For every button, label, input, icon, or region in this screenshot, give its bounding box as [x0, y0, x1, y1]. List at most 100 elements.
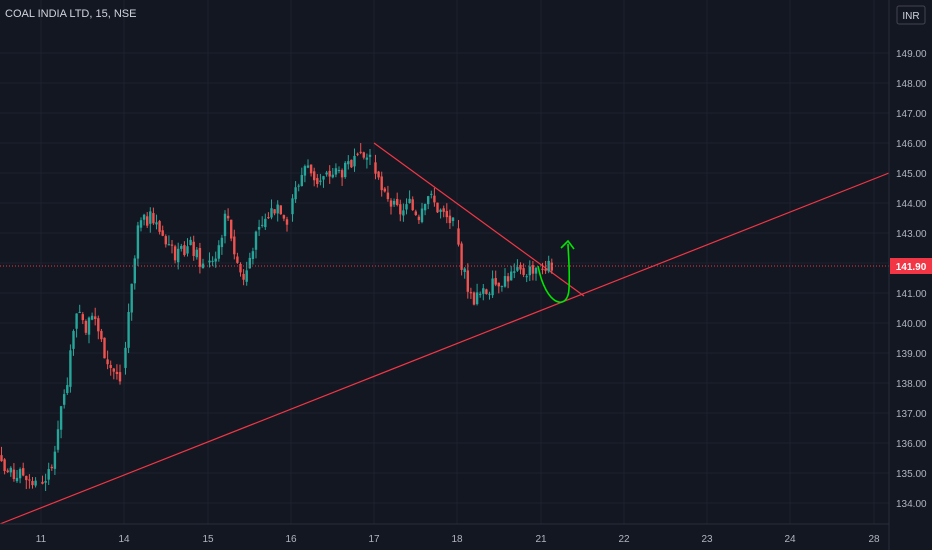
candle-body — [276, 204, 279, 214]
candle-body — [149, 211, 152, 224]
candle-body — [350, 159, 353, 168]
candle-body — [245, 270, 248, 282]
candle-body — [528, 266, 531, 276]
candle-body — [136, 225, 140, 259]
y-tick-label: 138.00 — [896, 379, 927, 390]
x-tick-label: 21 — [535, 534, 547, 545]
candle-body — [306, 165, 310, 168]
candle-body — [257, 226, 261, 230]
candle-body — [161, 230, 164, 236]
candle-body — [503, 276, 507, 287]
candle-body — [198, 248, 202, 267]
candle-body — [50, 466, 53, 469]
last-price-badge — [890, 258, 932, 274]
candle-body — [282, 215, 286, 219]
candle-body — [261, 224, 264, 226]
candle-body — [158, 221, 161, 232]
candle-body — [0, 455, 3, 462]
candle-body — [118, 372, 122, 382]
candle-body — [337, 169, 341, 171]
candle-body — [365, 157, 369, 160]
y-tick-label: 146.00 — [896, 139, 927, 150]
candle-body — [94, 316, 97, 320]
candle-body — [475, 292, 479, 305]
candle-body — [516, 267, 519, 271]
candle-body — [87, 317, 91, 335]
candle-body — [133, 258, 136, 284]
candle-body — [500, 286, 504, 288]
candle-body — [72, 330, 75, 349]
candle-body — [173, 246, 177, 261]
candle-body — [211, 260, 214, 262]
y-tick-label: 140.00 — [896, 319, 927, 330]
curved-arrow[interactable] — [537, 243, 571, 303]
candle-body — [217, 245, 220, 259]
candle-body — [59, 406, 63, 430]
x-tick-label: 16 — [285, 534, 297, 545]
candle-body — [359, 151, 362, 153]
candle-body — [405, 204, 408, 210]
candle-body — [273, 209, 276, 214]
candle-body — [383, 188, 386, 192]
candle-body — [506, 276, 510, 282]
candle-body — [167, 244, 171, 246]
candle-body — [522, 268, 525, 275]
x-tick-label: 18 — [451, 534, 463, 545]
candle-body — [362, 152, 365, 158]
grid-layer — [0, 0, 889, 524]
y-tick-label: 134.00 — [896, 499, 927, 510]
candle-body — [525, 276, 528, 278]
candle-body — [106, 359, 109, 365]
candle-body — [56, 429, 60, 450]
candle-body — [208, 260, 211, 263]
candle-body — [15, 477, 19, 482]
arrow-head — [560, 239, 575, 250]
candle-body — [451, 217, 455, 222]
y-tick-label: 148.00 — [896, 79, 927, 90]
support-trendline[interactable] — [0, 172, 890, 525]
candle-body — [189, 239, 192, 246]
candle-body — [223, 213, 227, 237]
candle-body — [322, 176, 325, 180]
candle-body — [399, 204, 402, 215]
candle-body — [254, 231, 258, 250]
candle-body — [9, 467, 12, 473]
price-axis[interactable] — [889, 0, 932, 550]
y-tick-label: 139.00 — [896, 349, 927, 360]
candle-body — [112, 368, 115, 372]
x-tick-label: 28 — [868, 534, 880, 545]
candle-body — [297, 185, 300, 187]
candle-body — [264, 218, 267, 228]
candle-body — [541, 268, 544, 270]
candle-body — [402, 210, 405, 216]
candle-body — [439, 209, 442, 212]
price-axis-ticks: 134.00 135.00 136.00 137.00 138.00 139.00 140.… — [896, 49, 927, 510]
candle-body — [291, 198, 294, 215]
candle-body — [115, 371, 119, 374]
candle-body — [463, 268, 466, 272]
candle-body — [201, 263, 205, 269]
candle-body — [303, 166, 307, 176]
x-tick-label: 23 — [701, 534, 713, 545]
candle-body — [433, 195, 436, 203]
candle-body — [491, 278, 494, 296]
x-tick-label: 17 — [368, 534, 380, 545]
time-axis-ticks[interactable]: 11 14 15 16 17 18 21 22 23 24 28 — [36, 534, 880, 545]
candle-body — [411, 199, 414, 211]
candle-body — [53, 451, 57, 469]
candle-body — [233, 236, 236, 255]
candle-body — [427, 196, 430, 205]
candle-body — [347, 161, 350, 165]
candle-body — [164, 236, 167, 245]
candle-body — [547, 260, 550, 272]
symbol-title[interactable]: COAL INDIA LTD, 15, NSE — [5, 8, 136, 20]
currency-badge[interactable] — [896, 5, 926, 25]
candle-body — [313, 171, 316, 181]
candle-body — [279, 205, 282, 215]
candle-body — [239, 263, 242, 273]
candle-body — [294, 187, 297, 200]
candle-body — [423, 203, 427, 211]
